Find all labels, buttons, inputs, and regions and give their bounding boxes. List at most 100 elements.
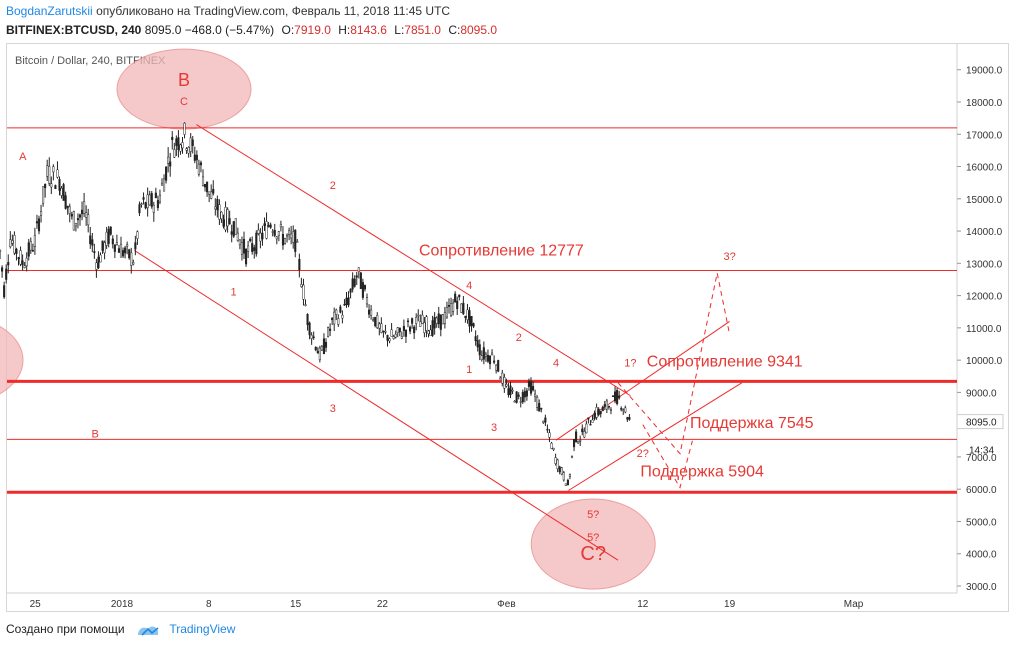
candle-body [122,250,125,257]
candle-body [365,297,369,305]
wave-label: B [178,70,190,90]
candle-body [316,350,319,354]
candle-body [505,384,508,387]
author-link[interactable]: BogdanZarutskii [6,4,93,18]
candle-body [402,326,405,331]
wave-label: 2? [637,448,649,460]
candle-body [499,377,502,380]
candle-body [433,316,436,329]
candle-body [9,239,12,248]
candle-body [581,428,584,433]
candle-body [562,472,565,481]
candle-body [1,267,4,272]
candle-body [595,407,598,418]
candle-body [370,309,373,316]
candle-body [404,329,407,337]
candle-body [146,194,149,208]
candle-body [409,326,412,332]
candle-body [534,393,537,397]
candle-body [142,197,145,200]
candle-body [81,209,84,215]
y-tick-label: 10000.0 [966,356,1003,367]
candle-body [564,483,567,486]
y-tick-label: 13000.0 [966,259,1003,270]
candle-body [355,275,358,278]
candle-body [320,346,323,351]
candle-body [245,248,248,265]
candle-body [193,154,196,161]
candle-body [76,218,80,221]
y-tick-label: 3000.0 [966,582,997,593]
candle-body [52,166,55,173]
y-tick-label: 6000.0 [966,485,997,496]
candle-body [464,315,467,318]
candle-body [624,407,627,413]
candle-body [622,409,625,412]
symbol-line: BITFINEX:BTCUSD, 240 8095.0 −468.0 (−5.4… [6,23,497,37]
candle-body [60,188,63,196]
candle-body [378,323,381,329]
candle-body [46,165,49,177]
made-with-text: Создано при помощи [6,622,125,636]
candle-body [29,241,32,251]
x-tick-label: 15 [290,599,302,610]
projected-path [617,272,731,455]
candle-body [517,394,520,397]
candle-body [603,404,606,407]
y-tick-label: 14000.0 [966,227,1003,238]
candle-body [150,193,153,207]
candle-body [222,219,225,227]
candle-body [570,455,574,458]
candle-body [628,417,631,420]
candle-body [452,302,455,312]
candle-body [329,328,332,331]
candle-body [593,412,596,420]
candle-body [585,423,588,434]
candle-body [95,262,98,270]
candle-body [536,396,539,408]
wave-label: 4 [466,280,472,292]
candle-body [341,314,344,319]
candle-body [273,229,276,236]
candle-body [257,229,260,234]
candle-body [488,355,492,365]
candle-body [204,183,207,188]
candle-body [359,272,362,290]
candle-body [286,234,289,237]
candle-body [513,400,516,403]
candle-body [577,440,580,444]
x-tick-label: 8 [206,599,212,610]
candle-body [3,285,6,298]
candle-body [119,243,123,258]
candle-body [462,302,465,315]
wave-label: 5? [587,532,599,544]
candle-body [283,238,287,244]
candle-body [199,162,202,166]
candle-body [169,161,172,167]
high-label: H: [338,23,351,37]
candle-body [335,309,338,315]
price-tag-box [956,414,1004,430]
candle-body [44,183,47,189]
candle-body [224,206,227,231]
level-label: Сопротивление 12777 [419,242,584,259]
candle-body [240,242,243,255]
candle-body [267,225,270,227]
y-tick-label: 19000.0 [966,66,1003,77]
tradingview-brand-link[interactable]: TradingView [169,622,236,636]
candle-body [478,344,481,356]
candle-body [197,163,200,175]
candle-body [265,221,268,239]
candle-body [361,282,364,298]
candle-body [470,316,473,326]
candle-body [177,137,180,151]
candle-body [35,221,39,224]
candle-body [542,420,545,423]
candle-body [484,353,487,357]
candle-body [431,320,434,336]
candle-body [298,258,301,271]
candle-body [103,242,106,254]
candle-body [472,323,475,327]
candle-body [579,440,582,442]
